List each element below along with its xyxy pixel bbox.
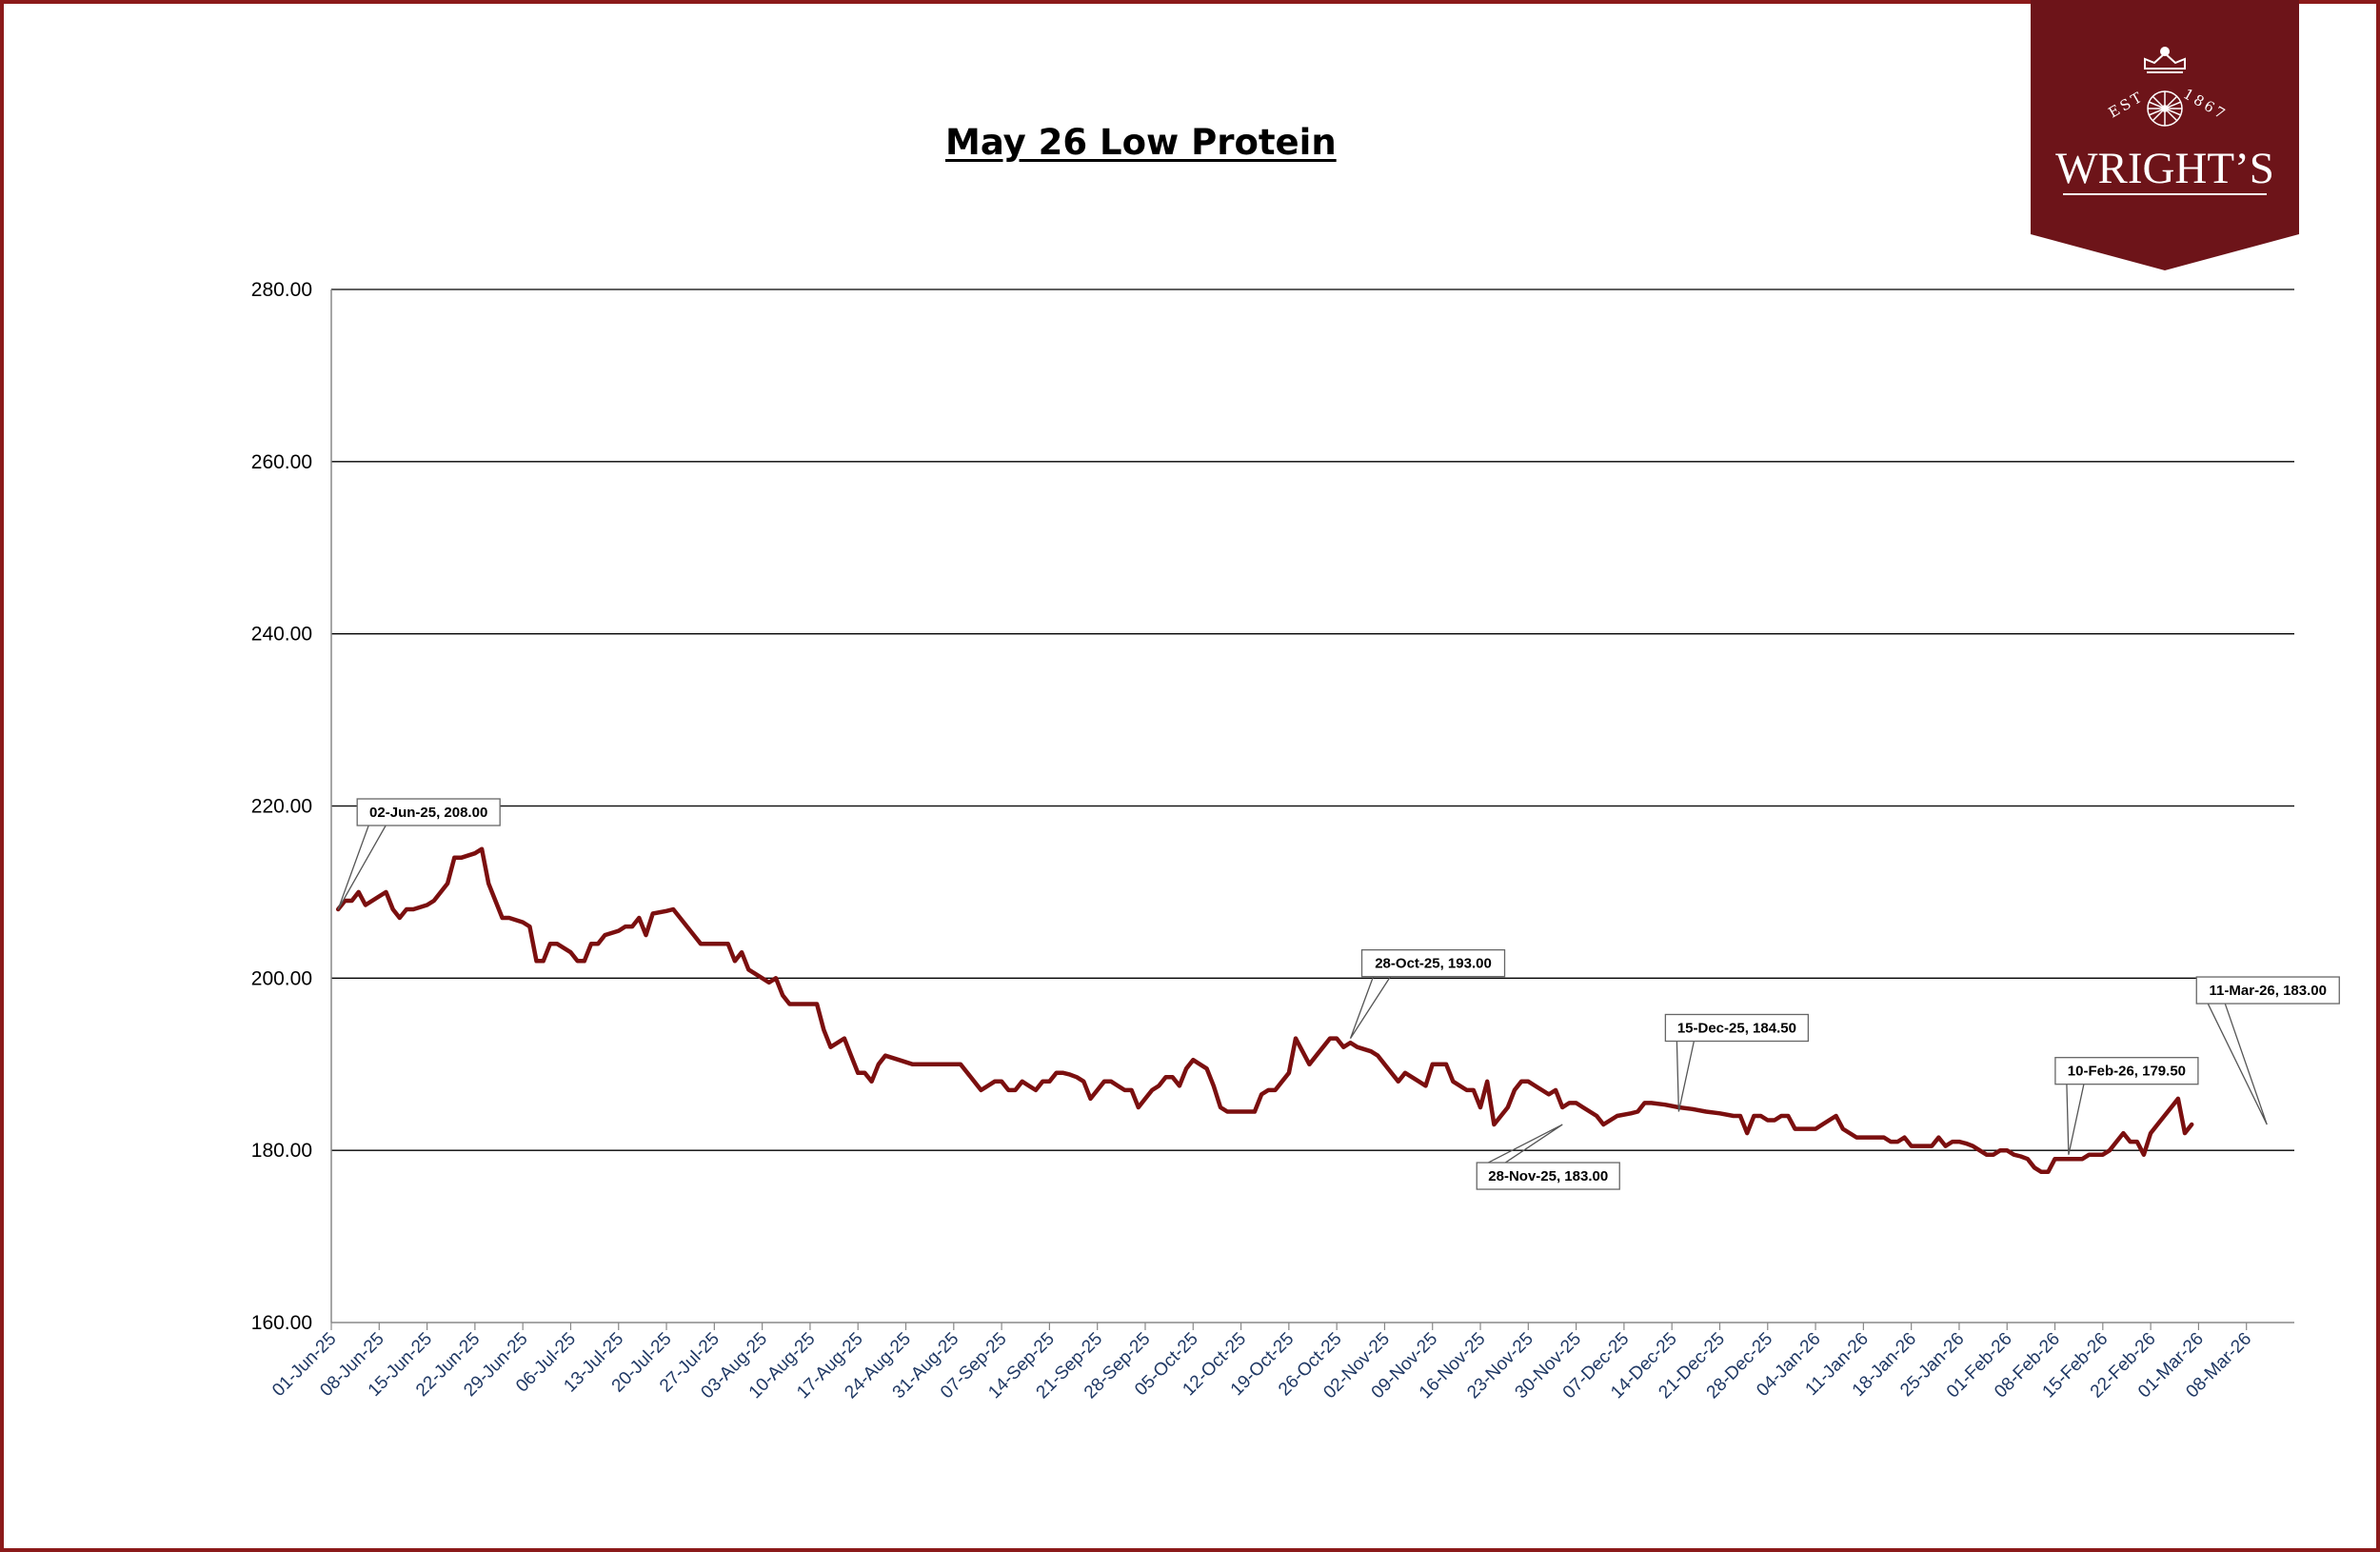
annotation-callout: 10-Feb-26, 179.50 — [2054, 1057, 2199, 1155]
series-layer — [335, 846, 2194, 1175]
annotation-box — [2195, 976, 2340, 1005]
y-tick-label: 180.00 — [251, 1140, 312, 1162]
y-tick-label: 160.00 — [251, 1312, 312, 1334]
annotation-callout: 15-Dec-25, 184.50 — [1664, 1013, 1810, 1112]
x-tick-labels: 01-Jun-2508-Jun-2515-Jun-2522-Jun-2529-J… — [268, 1323, 2255, 1403]
logo-name: WRIGHT’S — [2055, 144, 2274, 193]
annotation-leader — [337, 825, 387, 910]
wrights-logo: EST 1867 WRIGHT’S — [2031, 0, 2299, 270]
grid-lines — [331, 289, 2294, 1151]
chart-title: May 26 Low Protein — [945, 122, 1337, 163]
annotation-box — [356, 798, 501, 826]
axes — [330, 289, 2294, 1323]
annotation-label: 28-Oct-25, 193.00 — [1375, 956, 1492, 972]
annotation-leader — [1487, 1124, 1563, 1164]
annotation-box — [1664, 1013, 1810, 1043]
annotation-callout: 28-Nov-25, 183.00 — [1476, 1124, 1620, 1190]
annotation-label: 11-Mar-26, 183.00 — [2210, 983, 2327, 999]
annotation-leader — [1676, 1041, 1696, 1112]
annotation-leader — [1349, 976, 1392, 1039]
y-tick-label: 200.00 — [251, 967, 312, 989]
annotation-label: 02-Jun-25, 208.00 — [369, 805, 487, 821]
annotation-leader — [2066, 1084, 2085, 1155]
y-tick-label: 220.00 — [251, 796, 312, 818]
y-tick-labels: 160.00 180.00 200.00 220.00 240.00 260.00 280.… — [251, 279, 312, 1334]
annotation-callout: 02-Jun-25, 208.00 — [337, 798, 501, 910]
annotation-leader — [2207, 1003, 2268, 1125]
y-tick-label: 280.00 — [251, 279, 312, 301]
annotation-label: 10-Feb-26, 179.50 — [2068, 1064, 2186, 1080]
annotation-callout: 11-Mar-26, 183.00 — [2195, 976, 2340, 1125]
annotation-box — [2054, 1057, 2199, 1085]
annotation-callout: 28-Oct-25, 193.00 — [1349, 948, 1506, 1039]
annotation-box — [1360, 948, 1506, 978]
series-line — [335, 846, 2194, 1175]
data-label-annotations: 02-Jun-25, 208.00 28-Oct-25, 193.00 28-Nov… — [337, 798, 2340, 1190]
logo-banner — [2031, 0, 2299, 270]
crown-icon — [2144, 47, 2186, 73]
wheel-emblem-icon — [2147, 90, 2183, 127]
y-tick-label: 240.00 — [251, 624, 312, 646]
annotation-label: 15-Dec-25, 184.50 — [1677, 1020, 1796, 1036]
y-tick-label: 260.00 — [251, 451, 312, 473]
annotation-box — [1476, 1162, 1620, 1190]
annotation-label: 28-Nov-25, 183.00 — [1488, 1168, 1608, 1184]
